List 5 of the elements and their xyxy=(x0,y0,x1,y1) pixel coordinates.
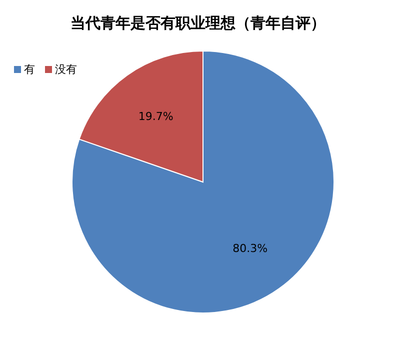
data-label: 80.3% xyxy=(232,242,268,256)
legend-label: 有 xyxy=(24,63,35,76)
legend-label: 没有 xyxy=(55,63,77,76)
chart-title: 当代青年是否有职业理想（青年自评） xyxy=(70,14,326,32)
data-label: 19.7% xyxy=(138,110,174,123)
